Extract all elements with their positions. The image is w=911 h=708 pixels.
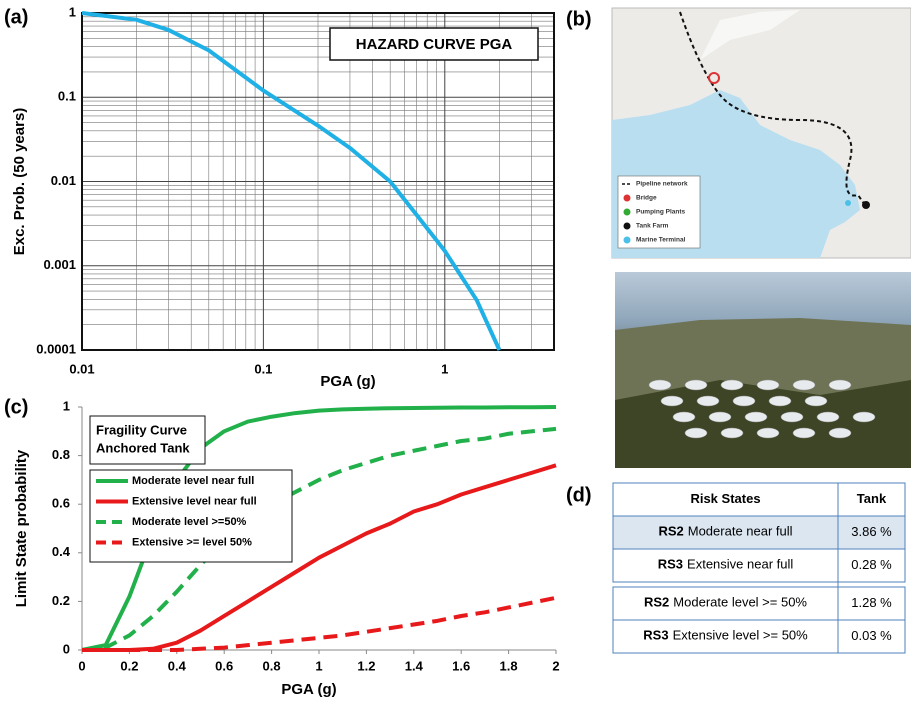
map-legend-label: Tank Farm: [636, 223, 669, 230]
risk-code: RS3: [643, 628, 668, 643]
legend-label: Moderate level >=50%: [132, 516, 247, 528]
x-axis-label: PGA (g): [281, 681, 336, 698]
chart-title: HAZARD CURVE PGA: [356, 36, 513, 53]
legend-label: Extensive level near full: [132, 495, 257, 507]
x-axis-label: PGA (g): [320, 373, 375, 390]
panel-label: (b): [566, 8, 592, 30]
risk-state: Extensive near full: [687, 557, 793, 572]
x-tick-label: 0: [78, 658, 85, 673]
tank-icon: [793, 380, 815, 390]
map-legend-label: Pumping Plants: [636, 209, 686, 216]
panel-label: (c): [4, 396, 28, 418]
x-tick-label: 2: [552, 658, 559, 673]
y-axis-label: Exc. Prob. (50 years): [11, 108, 28, 256]
y-tick-label: 0.8: [52, 447, 70, 462]
table-cell: RS3 Extensive near full: [658, 557, 794, 572]
map-legend-label: Pipeline network: [636, 181, 688, 188]
tank-icon: [697, 396, 719, 406]
y-tick-label: 0.001: [43, 257, 76, 272]
table-cell: RS2 Moderate level >= 50%: [644, 595, 807, 610]
photo: [615, 272, 911, 468]
tank-icon: [793, 428, 815, 438]
legend-swatch: [624, 195, 631, 202]
legend-label: Moderate level near full: [132, 475, 254, 487]
tank-icon: [781, 412, 803, 422]
risk-state: Extensive level >= 50%: [673, 628, 809, 643]
y-tick-label: 0.4: [52, 544, 71, 559]
table-header-cell: Risk States: [690, 491, 760, 506]
risk-code: RS3: [658, 557, 683, 572]
tank-icon: [853, 412, 875, 422]
tank-icon: [805, 396, 827, 406]
tank-icon: [685, 428, 707, 438]
y-tick-label: 0.0001: [36, 341, 76, 356]
panel-label: (d): [566, 484, 592, 506]
x-tick-label: 0.01: [69, 361, 94, 376]
tank-icon: [673, 412, 695, 422]
x-tick-label: 1.2: [357, 658, 375, 673]
y-tick-label: 0.2: [52, 593, 70, 608]
x-tick-label: 1.8: [500, 658, 518, 673]
chart-title: Fragility Curve: [96, 422, 187, 437]
tank-icon: [769, 396, 791, 406]
tank-icon: [721, 380, 743, 390]
table-cell: 0.28 %: [851, 557, 892, 572]
map: [612, 8, 911, 258]
tank-icon: [829, 380, 851, 390]
tank-icon: [685, 380, 707, 390]
x-tick-label: 0.6: [215, 658, 233, 673]
y-tick-label: 1: [69, 4, 76, 19]
risk-state: Moderate near full: [688, 524, 793, 539]
y-tick-label: 0.1: [58, 89, 76, 104]
legend-swatch: [624, 223, 631, 230]
table-cell: 1.28 %: [851, 595, 892, 610]
tank-icon: [661, 396, 683, 406]
legend-label: Extensive >= level 50%: [132, 536, 252, 548]
table: Risk States Tank RS2 Moderate near full 3.86…: [613, 483, 905, 653]
x-tick-label: 1.6: [452, 658, 470, 673]
x-tick-label: 0.8: [263, 658, 281, 673]
table-header-cell: Tank: [857, 491, 887, 506]
x-tick-label: 0.4: [168, 658, 187, 673]
x-tick-label: 0.2: [120, 658, 138, 673]
tank-icon: [745, 412, 767, 422]
legend-swatch: [624, 209, 631, 216]
map-legend-label: Marine Terminal: [636, 237, 686, 244]
risk-state: Moderate level >= 50%: [673, 595, 807, 610]
table-cell: 3.86 %: [851, 524, 892, 539]
panel-label: (a): [4, 6, 28, 28]
x-tick-label: 0.1: [254, 361, 272, 376]
x-tick-label: 1: [441, 361, 448, 376]
figure: (a) (b) (c) (d) Risk States Tank RS2 Modera…: [0, 0, 911, 708]
tank-icon: [649, 380, 671, 390]
data-line: [82, 598, 556, 650]
tank-icon: [709, 412, 731, 422]
y-tick-label: 1: [63, 398, 70, 413]
tank-icon: [757, 380, 779, 390]
x-tick-label: 1.4: [405, 658, 424, 673]
table-cell: RS2 Moderate near full: [658, 524, 792, 539]
tank-icon: [817, 412, 839, 422]
y-tick-label: 0.01: [51, 173, 76, 188]
y-tick-label: 0: [63, 641, 70, 656]
tank-icon: [721, 428, 743, 438]
legend-swatch: [624, 237, 631, 244]
chart-title: Anchored Tank: [96, 440, 190, 455]
risk-code: RS2: [658, 524, 683, 539]
tank-icon: [757, 428, 779, 438]
y-axis-label: Limit State probability: [13, 449, 30, 607]
x-tick-label: 1: [315, 658, 322, 673]
table-cell: RS3 Extensive level >= 50%: [643, 628, 808, 643]
table-cell: 0.03 %: [851, 628, 892, 643]
tank-icon: [829, 428, 851, 438]
tank-icon: [733, 396, 755, 406]
y-tick-label: 0.6: [52, 496, 70, 511]
map-legend-label: Bridge: [636, 195, 657, 202]
risk-code: RS2: [644, 595, 669, 610]
